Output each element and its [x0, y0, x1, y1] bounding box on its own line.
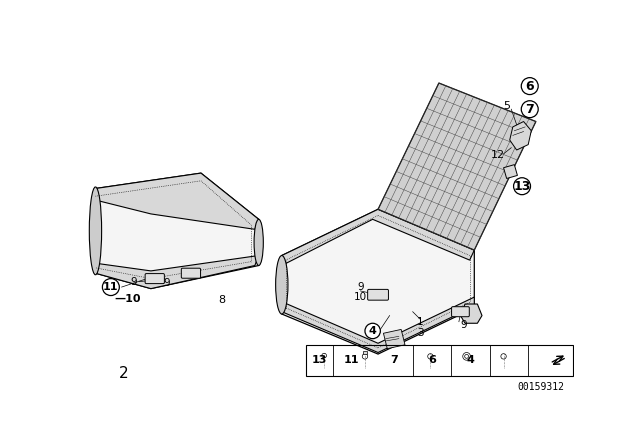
Circle shape — [365, 323, 380, 339]
Text: 13: 13 — [513, 180, 531, 193]
Circle shape — [521, 101, 538, 118]
Polygon shape — [383, 329, 405, 349]
Polygon shape — [95, 255, 259, 289]
FancyBboxPatch shape — [367, 289, 388, 300]
Text: 1: 1 — [417, 317, 424, 327]
Circle shape — [521, 78, 538, 95]
Text: 12: 12 — [490, 151, 504, 160]
Polygon shape — [509, 121, 531, 150]
Polygon shape — [460, 304, 482, 323]
Polygon shape — [282, 297, 474, 353]
Text: 6: 6 — [428, 355, 436, 365]
FancyBboxPatch shape — [145, 274, 164, 284]
Polygon shape — [378, 83, 536, 250]
Ellipse shape — [90, 187, 102, 275]
Text: 11: 11 — [343, 355, 359, 365]
Text: 3: 3 — [417, 327, 424, 337]
Polygon shape — [95, 173, 259, 289]
Text: 9: 9 — [163, 278, 170, 288]
Text: 10: 10 — [354, 292, 367, 302]
Text: 7: 7 — [390, 355, 398, 365]
Text: 4: 4 — [369, 326, 376, 336]
Text: 2: 2 — [119, 366, 129, 381]
Ellipse shape — [254, 220, 263, 266]
Polygon shape — [282, 209, 474, 266]
Text: 8: 8 — [218, 295, 225, 305]
Text: 11: 11 — [103, 282, 118, 292]
Polygon shape — [504, 165, 517, 178]
Circle shape — [513, 178, 531, 195]
Text: 7: 7 — [525, 103, 534, 116]
Polygon shape — [282, 209, 474, 354]
Text: 00159312: 00159312 — [518, 382, 564, 392]
FancyBboxPatch shape — [452, 307, 469, 317]
Text: —10: —10 — [115, 293, 141, 304]
Bar — [363, 351, 367, 354]
Text: 4: 4 — [467, 355, 474, 365]
Text: 9: 9 — [131, 277, 137, 287]
Text: 13: 13 — [312, 355, 327, 365]
Bar — [306, 345, 573, 375]
Circle shape — [102, 279, 119, 296]
Text: 9: 9 — [357, 282, 364, 292]
Text: 5: 5 — [503, 101, 510, 111]
FancyBboxPatch shape — [181, 268, 200, 278]
Ellipse shape — [276, 255, 288, 314]
Polygon shape — [95, 173, 259, 229]
Text: 9: 9 — [460, 320, 467, 330]
Text: 6: 6 — [525, 80, 534, 93]
